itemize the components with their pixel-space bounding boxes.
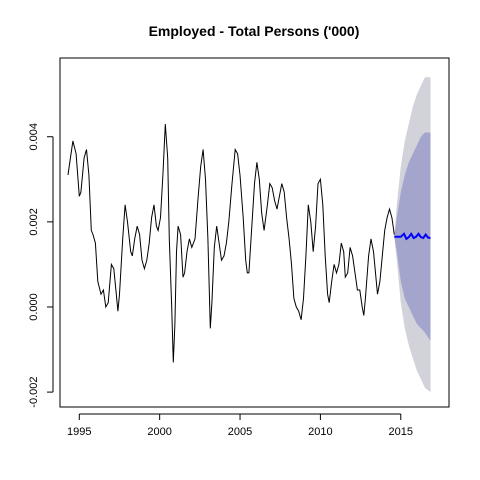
plot-frame: [59, 57, 450, 408]
y-tick-label: 0.002: [28, 208, 40, 236]
x-tick-label: 2000: [147, 426, 171, 438]
y-tick-label: 0.000: [28, 293, 40, 321]
x-tick-label: 1995: [67, 426, 91, 438]
x-tick-label: 2010: [308, 426, 332, 438]
y-axis: -0.002 0.000 0.002 0.004: [28, 123, 54, 408]
y-tick-label: -0.002: [28, 377, 40, 408]
y-tick-label: 0.004: [28, 123, 40, 151]
chart-title: Employed - Total Persons ('000): [149, 23, 360, 39]
x-axis: 1995 2000 2005 2010 2015: [67, 413, 413, 438]
x-tick-label: 2015: [389, 426, 413, 438]
plot-area: [67, 77, 431, 393]
forecast-series-line: [394, 231, 431, 241]
history-series-line: [67, 123, 395, 363]
x-tick-label: 2005: [228, 426, 252, 438]
